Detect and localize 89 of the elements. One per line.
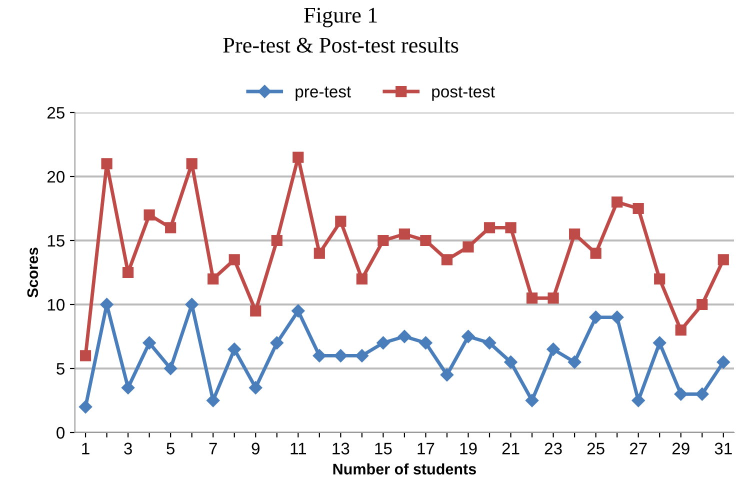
point (356, 273, 368, 284)
y-tick-label: 15 (48, 235, 64, 247)
y-axis-title: Scores (27, 248, 38, 298)
point (334, 349, 348, 362)
x-tick-label: 25 (587, 442, 604, 454)
point (610, 310, 624, 324)
point (462, 330, 475, 344)
point (142, 336, 156, 350)
point (696, 298, 708, 310)
point (548, 292, 559, 304)
chart-title: Figure 1 (304, 8, 377, 28)
x-tick-label: 23 (544, 442, 562, 454)
point (504, 356, 518, 369)
point (314, 248, 325, 259)
x-tick-label: 19 (460, 442, 477, 454)
point (441, 254, 453, 266)
y-tick-label: 20 (47, 170, 65, 183)
point (546, 342, 560, 356)
point (525, 394, 539, 408)
point (696, 388, 709, 401)
point (505, 222, 516, 234)
point (569, 228, 580, 240)
point (249, 381, 262, 394)
point (270, 336, 284, 350)
point (378, 234, 389, 246)
x-tick-label: 31 (714, 442, 732, 454)
point (612, 196, 623, 208)
point (355, 349, 369, 362)
point (165, 222, 176, 234)
chart-subtitle: Pre-test & Post-test results (223, 37, 458, 53)
point (398, 228, 410, 240)
y-tick-label: 25 (47, 106, 64, 119)
x-tick-label: 1 (82, 442, 90, 454)
point (590, 248, 602, 259)
point (292, 152, 304, 163)
x-tick-label: 9 (252, 442, 260, 454)
point (271, 234, 282, 246)
x-tick-label: 17 (418, 442, 434, 454)
point (484, 222, 496, 234)
point (186, 158, 198, 170)
point (419, 336, 432, 350)
point (164, 362, 178, 376)
point (228, 342, 241, 356)
point (653, 336, 666, 350)
point (675, 324, 686, 336)
point (526, 292, 538, 304)
point (206, 394, 220, 408)
point (335, 216, 346, 227)
point (654, 273, 666, 284)
x-axis-title: Number of students (333, 463, 476, 475)
point (716, 356, 730, 369)
x-tick-label: 29 (672, 442, 690, 454)
point (292, 304, 305, 318)
point (398, 330, 412, 344)
point (144, 209, 155, 220)
x-tick-label: 7 (209, 442, 217, 454)
legend-label: pre-test (296, 86, 352, 101)
point (568, 356, 582, 369)
x-tick-label: 11 (290, 442, 306, 454)
y-tick-label: 10 (48, 298, 65, 311)
point (80, 350, 92, 362)
point (440, 368, 454, 382)
legend-label: post-test (432, 86, 495, 101)
x-tick-label: 21 (502, 442, 520, 454)
point (632, 394, 645, 408)
point (101, 158, 112, 170)
point (376, 336, 390, 350)
x-tick-label: 27 (630, 442, 647, 454)
point (78, 400, 92, 414)
point (718, 254, 729, 266)
point (632, 202, 644, 214)
point (121, 381, 135, 394)
point (674, 388, 688, 401)
point (122, 266, 134, 278)
point (589, 310, 602, 324)
point (185, 298, 198, 312)
point (250, 305, 262, 316)
point (228, 254, 240, 266)
point (482, 336, 496, 350)
x-tick-label: 5 (166, 442, 175, 454)
point (208, 273, 219, 284)
point (420, 234, 432, 246)
y-tick-label: 5 (56, 363, 64, 375)
y-tick-label: 0 (56, 426, 65, 439)
x-tick-label: 3 (124, 442, 132, 454)
x-tick-label: 13 (332, 442, 350, 454)
point (312, 349, 326, 362)
point (462, 241, 474, 252)
x-tick-label: 15 (375, 442, 392, 454)
